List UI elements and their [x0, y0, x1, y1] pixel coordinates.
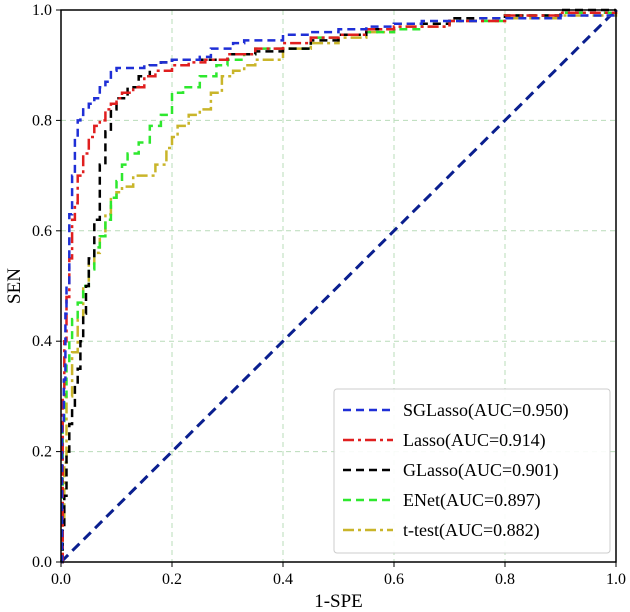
chance-diagonal: [59, 8, 618, 564]
roc-curve-sglasso: [60, 10, 618, 564]
y-tick-label: 0.2: [32, 444, 52, 461]
y-tick-label: 1.0: [32, 2, 52, 19]
x-axis-label: 1-SPE: [314, 591, 363, 612]
legend-label: SGLasso(AUC=0.950): [403, 400, 569, 421]
x-tick-label: 0.0: [51, 571, 71, 588]
roc-curve-glasso: [61, 8, 616, 564]
legend-box: [333, 388, 611, 554]
plot-frame: [60, 9, 617, 563]
x-tick-label: 0.4: [273, 571, 293, 588]
x-tick-label: 0.2: [162, 571, 182, 588]
x-tick-label: 0.6: [384, 571, 404, 588]
axis-ticks: 0.0 0.2 0.4 0.6 0.8 1.0 0.0 0.2 0.4 0.6 0.8 1.0: [32, 2, 626, 588]
x-tick-label: 1.0: [606, 571, 626, 588]
y-tick-label: 0.6: [32, 223, 52, 240]
legend-label: GLasso(AUC=0.901): [403, 460, 559, 481]
y-tick-label: 0.4: [32, 333, 52, 350]
x-tick-label: 0.8: [495, 571, 515, 588]
legend-label: t-test(AUC=0.882): [403, 520, 540, 541]
y-tick-label: 0.8: [32, 112, 52, 129]
legend: SGLasso(AUC=0.950) Lasso(AUC=0.914) GLasso…: [333, 388, 611, 554]
y-axis-label: SEN: [4, 268, 25, 304]
roc-curves: [60, 8, 618, 564]
roc-curve-lasso: [61, 10, 618, 564]
legend-label: Lasso(AUC=0.914): [403, 430, 546, 451]
legend-label: ENet(AUC=0.897): [403, 490, 541, 511]
roc-curve-enet: [61, 10, 618, 564]
roc-curve-t-test: [61, 10, 618, 564]
y-tick-label: 0.0: [32, 554, 52, 571]
